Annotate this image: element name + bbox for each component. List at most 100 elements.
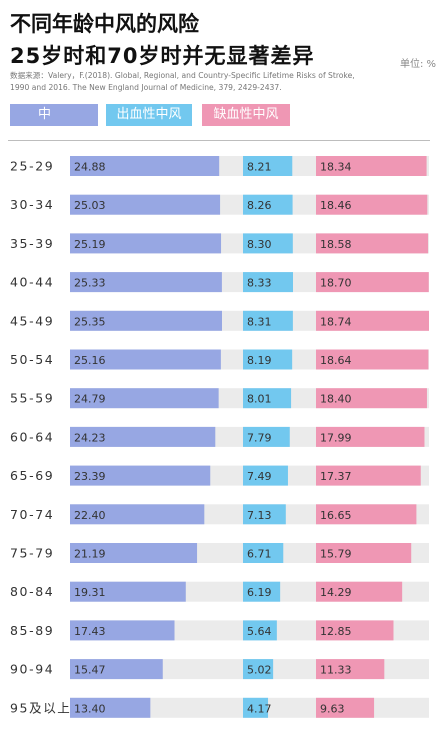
category-label: 80-84 (10, 584, 54, 599)
data-label-hemorrhagic: 8.01 (247, 393, 272, 406)
bar-ischemic (316, 388, 427, 409)
data-label-ischemic: 17.99 (320, 431, 352, 444)
bar-ischemic (316, 659, 385, 680)
bar-hemorrhagic (243, 272, 293, 293)
bar-hemorrhagic (243, 504, 286, 525)
data-label-hemorrhagic: 8.33 (247, 277, 272, 290)
unit-label: 单位: % (400, 59, 437, 70)
data-label-ischemic: 11.33 (320, 664, 352, 677)
category-label: 65-69 (10, 468, 54, 483)
data-label-stroke: 25.19 (74, 238, 106, 251)
data-label-ischemic: 18.58 (320, 238, 352, 251)
data-label-hemorrhagic: 5.02 (247, 664, 272, 677)
data-label-hemorrhagic: 6.19 (247, 586, 272, 599)
source-line-1: 数据来源：Valery，F.(2018). Global, Regional, … (10, 71, 355, 80)
data-label-hemorrhagic: 7.13 (247, 509, 272, 522)
data-label-stroke: 24.79 (74, 393, 106, 406)
header-divider (8, 140, 430, 141)
bar-hemorrhagic (243, 156, 293, 176)
category-label: 95及以上 (10, 700, 71, 715)
bar-ischemic (316, 272, 429, 293)
bar-stroke (70, 543, 198, 563)
data-label-stroke: 13.40 (74, 702, 106, 715)
bar-hemorrhagic (243, 620, 277, 641)
data-label-ischemic: 15.79 (320, 548, 352, 561)
data-label-stroke: 24.88 (74, 161, 106, 174)
data-label-hemorrhagic: 4.17 (247, 702, 272, 715)
bar-stroke (70, 697, 151, 718)
source-line-2: 1990 and 2016. The New England Journal o… (10, 83, 282, 92)
data-label-stroke: 15.47 (74, 664, 106, 677)
bar-ischemic (316, 465, 421, 486)
category-label: 75-79 (10, 546, 54, 561)
bar-stroke (70, 156, 220, 176)
chart-subtitle: 25岁时和70岁时并无显著差异 (10, 44, 315, 68)
data-label-stroke: 21.19 (74, 548, 106, 561)
data-label-stroke: 25.33 (74, 277, 106, 290)
data-label-stroke: 23.39 (74, 470, 106, 483)
bar-ischemic (316, 426, 425, 447)
bar-hemorrhagic (243, 697, 269, 718)
data-label-hemorrhagic: 6.71 (247, 548, 272, 561)
category-label: 85-89 (10, 623, 54, 638)
data-label-hemorrhagic: 8.30 (247, 238, 272, 251)
data-label-ischemic: 16.65 (320, 509, 352, 522)
data-label-stroke: 25.35 (74, 315, 106, 328)
bar-ischemic (316, 156, 427, 176)
bar-hemorrhagic (243, 194, 293, 215)
data-label-ischemic: 18.70 (320, 277, 352, 290)
data-label-ischemic: 18.64 (320, 354, 352, 367)
source-note: 数据来源：Valery，F.(2018). Global, Regional, … (10, 70, 438, 94)
bar-stroke (70, 349, 221, 370)
category-label: 35-39 (10, 236, 54, 251)
category-label: 45-49 (10, 313, 54, 328)
bar-stroke (70, 504, 205, 525)
bar-hemorrhagic (243, 543, 284, 563)
data-label-stroke: 22.40 (74, 509, 106, 522)
bar-ischemic (316, 349, 429, 370)
bar-stroke (70, 620, 175, 641)
data-label-ischemic: 18.34 (320, 161, 352, 174)
bar-hemorrhagic (243, 310, 293, 331)
bar-stroke (70, 272, 222, 293)
data-label-stroke: 24.23 (74, 431, 106, 444)
bar-hemorrhagic (243, 426, 290, 447)
bar-ischemic (316, 697, 375, 718)
bar-hemorrhagic (243, 349, 293, 370)
data-label-ischemic: 9.63 (320, 702, 345, 715)
bar-ischemic (316, 581, 403, 602)
bar-ischemic (316, 233, 429, 254)
bar-stroke (70, 659, 163, 680)
category-label: 25-29 (10, 159, 54, 174)
bar-ischemic (316, 194, 428, 215)
category-label: 50-54 (10, 352, 54, 367)
legend-ischemic-stroke: 缺血性中风 (202, 104, 290, 126)
data-label-hemorrhagic: 7.79 (247, 431, 272, 444)
category-label: 70-74 (10, 507, 54, 522)
data-label-hemorrhagic: 8.31 (247, 315, 272, 328)
bar-hemorrhagic (243, 465, 288, 486)
data-label-ischemic: 18.74 (320, 315, 352, 328)
category-label: 90-94 (10, 662, 54, 677)
bar-stroke (70, 426, 216, 447)
category-label: 55-59 (10, 391, 54, 406)
bar-stroke (70, 233, 222, 254)
category-label: 60-64 (10, 429, 54, 444)
bar-ischemic (316, 504, 417, 525)
data-label-ischemic: 18.46 (320, 199, 352, 212)
chart-title: 不同年龄中风的风险 (10, 12, 199, 36)
bar-stroke (70, 388, 219, 409)
bar-hemorrhagic (243, 659, 274, 680)
data-label-stroke: 17.43 (74, 625, 106, 638)
legend-hemorrhagic-stroke: 出血性中风 (106, 104, 192, 126)
bar-hemorrhagic (243, 581, 281, 602)
category-label: 30-34 (10, 197, 54, 212)
bar-hemorrhagic (243, 233, 293, 254)
data-label-hemorrhagic: 8.21 (247, 161, 272, 174)
bar-ischemic (316, 543, 412, 563)
data-label-hemorrhagic: 5.64 (247, 625, 272, 638)
data-label-ischemic: 14.29 (320, 586, 352, 599)
bar-hemorrhagic (243, 388, 292, 409)
data-label-stroke: 25.03 (74, 199, 106, 212)
